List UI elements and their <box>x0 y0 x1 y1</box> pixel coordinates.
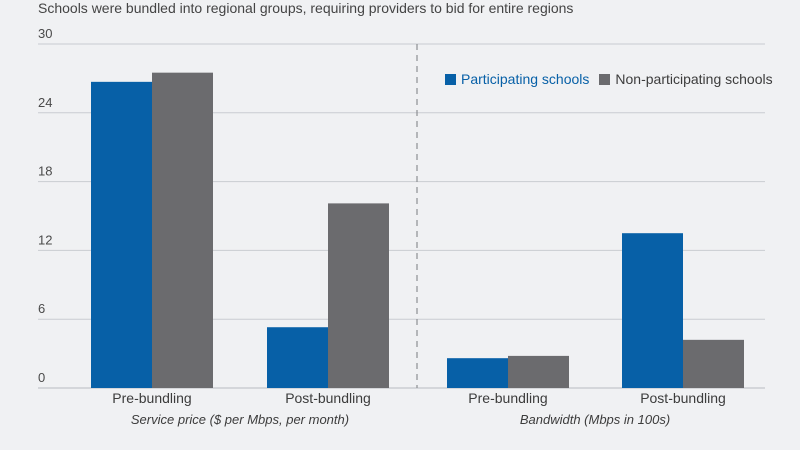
bar-non-participating <box>328 203 389 388</box>
legend-swatch-participating <box>445 73 456 85</box>
bar-participating <box>267 327 328 388</box>
legend-swatch-non-participating <box>599 73 611 85</box>
group-label: Service price ($ per Mbps, per month) <box>131 412 349 427</box>
legend: Participating schools Non-participating … <box>445 71 777 87</box>
bar-participating <box>91 81 152 388</box>
legend-label-participating: Participating schools <box>461 71 590 87</box>
x-category-label: Pre-bundling <box>112 390 191 406</box>
group-label: Bandwidth (Mbps in 100s) <box>520 412 670 427</box>
bar-participating <box>447 358 508 388</box>
y-tick-label: 30 <box>38 26 52 41</box>
chart-subtitle: Schools were bundled into regional group… <box>38 0 574 16</box>
bar-non-participating <box>508 355 569 388</box>
legend-label-non-participating: Non-participating schools <box>615 71 773 87</box>
y-tick-label: 12 <box>38 232 52 247</box>
x-category-label: Post-bundling <box>285 390 371 406</box>
bar-non-participating <box>683 339 744 388</box>
y-tick-label: 6 <box>38 301 45 316</box>
y-tick-label: 0 <box>38 370 45 385</box>
y-tick-label: 18 <box>38 164 52 179</box>
bar-non-participating <box>152 72 213 389</box>
legend-item-non-participating: Non-participating schools <box>599 71 773 87</box>
bar-participating <box>622 233 683 388</box>
x-category-label: Pre-bundling <box>468 390 547 406</box>
y-tick-label: 24 <box>38 95 52 110</box>
x-category-label: Post-bundling <box>640 390 726 406</box>
legend-item-participating: Participating schools <box>445 71 589 87</box>
